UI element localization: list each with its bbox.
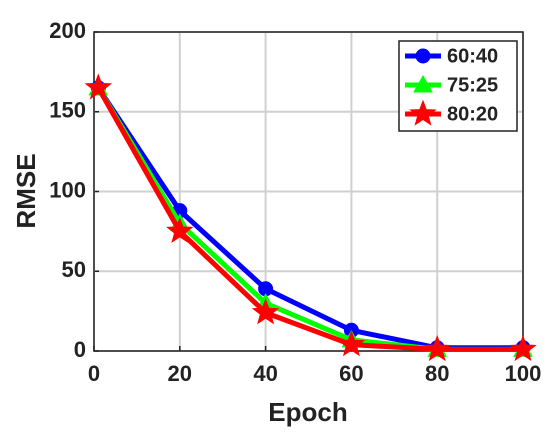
y-tick-label: 150 bbox=[49, 98, 86, 123]
x-tick-label: 20 bbox=[168, 361, 192, 386]
y-tick-label: 0 bbox=[74, 337, 86, 362]
y-tick-label: 100 bbox=[49, 177, 86, 202]
x-tick-label: 100 bbox=[505, 361, 542, 386]
legend-marker bbox=[409, 99, 437, 126]
legend-label: 75:25 bbox=[447, 74, 498, 96]
x-axis-label: Epoch bbox=[268, 397, 347, 427]
series-line bbox=[96, 86, 523, 352]
x-tick-label: 0 bbox=[88, 361, 100, 386]
plot-frame bbox=[93, 31, 524, 352]
marker bbox=[509, 334, 537, 362]
legend-marker bbox=[415, 48, 431, 64]
y-tick-label: 200 bbox=[49, 18, 86, 43]
y-tick-label: 50 bbox=[62, 257, 86, 282]
marker bbox=[166, 216, 194, 244]
legend-label: 60:40 bbox=[447, 45, 498, 67]
x-tick-label: 40 bbox=[253, 361, 277, 386]
marker bbox=[251, 298, 280, 325]
y-axis-label: RMSE bbox=[11, 153, 41, 228]
x-tick-label: 80 bbox=[425, 361, 449, 386]
legend-marker bbox=[413, 74, 433, 93]
x-tick-label: 60 bbox=[339, 361, 363, 386]
marker bbox=[84, 73, 113, 100]
marker bbox=[337, 330, 366, 357]
legend-label: 80:20 bbox=[447, 103, 498, 125]
marker bbox=[423, 334, 451, 362]
